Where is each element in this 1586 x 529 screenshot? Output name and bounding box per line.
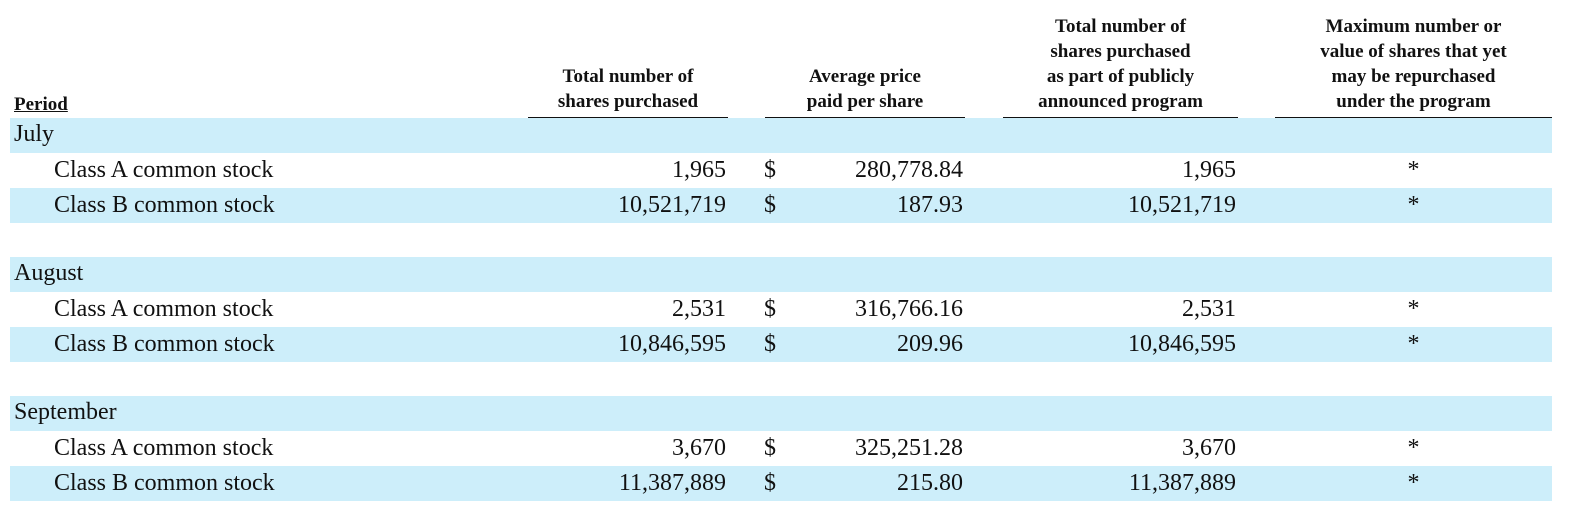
shares: 10,521,719 xyxy=(618,192,726,218)
row-label: Class B common stock xyxy=(54,331,275,357)
price: 280,778.84 xyxy=(855,157,963,183)
row-band xyxy=(10,188,1552,223)
remaining: * xyxy=(1407,296,1420,322)
header-underline xyxy=(1003,117,1238,118)
currency: $ xyxy=(764,296,776,322)
column-header: under the program xyxy=(1336,91,1491,112)
currency: $ xyxy=(764,331,776,357)
row-band xyxy=(10,257,1552,292)
program-shares: 2,531 xyxy=(1182,296,1236,322)
header-underline xyxy=(765,117,965,118)
column-header: Total number of xyxy=(562,66,694,87)
shares: 2,531 xyxy=(672,296,726,322)
program-shares: 11,387,889 xyxy=(1128,470,1236,496)
column-header: paid per share xyxy=(806,91,924,112)
period-label: July xyxy=(14,121,55,147)
shares: 10,846,595 xyxy=(618,331,726,357)
column-header: shares purchased xyxy=(557,91,699,112)
remaining: * xyxy=(1407,157,1420,183)
price: 187.93 xyxy=(897,192,963,218)
period-label: September xyxy=(14,399,117,425)
row-label: Class A common stock xyxy=(54,435,274,461)
program-shares: 10,521,719 xyxy=(1128,192,1236,218)
header-underline xyxy=(1275,117,1552,118)
period-label: August xyxy=(14,260,84,286)
program-shares: 3,670 xyxy=(1182,435,1236,461)
column-header: Total number of xyxy=(1055,16,1186,37)
row-band xyxy=(10,466,1552,501)
currency: $ xyxy=(764,192,776,218)
header-underline xyxy=(528,117,728,118)
program-shares: 1,965 xyxy=(1182,157,1236,183)
currency: $ xyxy=(764,435,776,461)
column-header: Average price xyxy=(808,66,921,87)
price: 209.96 xyxy=(897,331,963,357)
column-header: announced program xyxy=(1038,91,1203,112)
row-label: Class B common stock xyxy=(54,470,275,496)
remaining: * xyxy=(1407,331,1420,357)
currency: $ xyxy=(764,470,776,496)
column-header: Maximum number or xyxy=(1325,16,1502,37)
remaining: * xyxy=(1407,192,1420,218)
row-label: Class A common stock xyxy=(54,157,274,183)
column-header: value of shares that yet xyxy=(1320,41,1507,62)
remaining: * xyxy=(1407,470,1420,496)
price: 325,251.28 xyxy=(855,435,963,461)
shares: 1,965 xyxy=(672,157,726,183)
remaining: * xyxy=(1407,435,1420,461)
shares: 11,387,889 xyxy=(618,470,726,496)
row-band xyxy=(10,327,1552,362)
row-label: Class B common stock xyxy=(54,192,275,218)
column-header: as part of publicly xyxy=(1046,66,1195,87)
period-header: Period xyxy=(14,94,68,115)
currency: $ xyxy=(764,157,776,183)
row-label: Class A common stock xyxy=(54,296,274,322)
price: 215.80 xyxy=(897,470,963,496)
program-shares: 10,846,595 xyxy=(1128,331,1236,357)
shares: 3,670 xyxy=(672,435,726,461)
column-header: may be repurchased xyxy=(1331,66,1496,87)
price: 316,766.16 xyxy=(855,296,963,322)
column-header: shares purchased xyxy=(1050,41,1191,62)
row-band xyxy=(10,396,1552,431)
row-band xyxy=(10,118,1552,153)
